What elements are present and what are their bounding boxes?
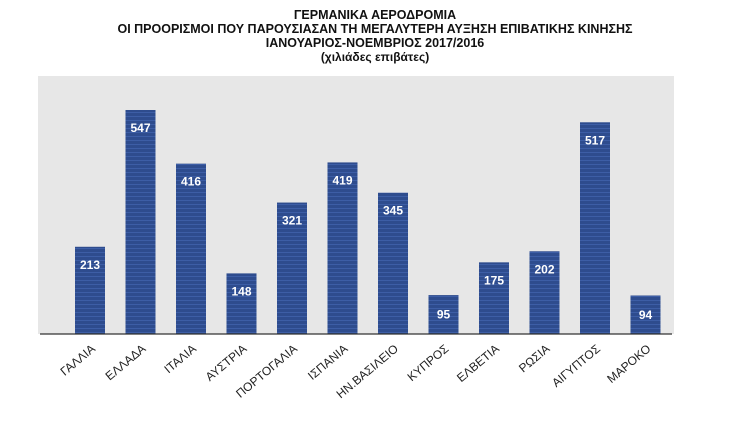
category-label: ΑΙΓΥΠΤΟΣ [549, 342, 603, 390]
category-label: ΑΥΣΤΡΙΑ [203, 342, 250, 384]
category-label: ΙΣΠΑΝΙΑ [305, 342, 350, 383]
bar-4 [226, 273, 257, 334]
bar-value-label: 416 [181, 175, 201, 189]
category-label: ΜΑΡΟΚΟ [604, 342, 653, 386]
chart-title-line-2: ΟΙ ΠΡΟΟΡΙΣΜΟΙ ΠΟΥ ΠΑΡΟΥΣΙΑΣΑΝ ΤΗ ΜΕΓΑΛΥΤ… [117, 22, 633, 36]
bar-value-label: 148 [231, 284, 251, 298]
bar-1 [75, 246, 105, 334]
bars-layer [75, 110, 661, 335]
chart-title-line-1: ΓΕΡΜΑΝΙΚΑ ΑΕΡΟΔΡΟΜΙΑ [293, 8, 457, 22]
bar-value-label: 321 [282, 214, 302, 228]
bar-12 [630, 295, 661, 334]
category-label: ΓΑΛΛΙΑ [58, 342, 98, 379]
bar-8 [428, 295, 459, 334]
category-label: ΕΛΒΕΤΙΑ [454, 342, 502, 385]
bar-value-label: 94 [639, 308, 653, 322]
bar-value-label: 517 [585, 133, 605, 147]
bar-11 [580, 122, 610, 335]
bar-6 [327, 162, 358, 334]
bar-10 [529, 251, 560, 334]
chart-title-line-3: ΙΑΝΟΥΑΡΙΟΣ-ΝΟΕΜΒΡΙΟΣ 2017/2016 [265, 36, 485, 50]
category-label: ΕΛΛΑΔΑ [103, 342, 149, 384]
category-label: ΚΥΠΡΟΣ [405, 342, 452, 385]
bar-9 [479, 262, 509, 334]
bar-value-label: 419 [332, 173, 352, 187]
bar-3 [176, 163, 206, 334]
chart-title-block: ΓΕΡΜΑΝΙΚΑ ΑΕΡΟΔΡΟΜΙΑ ΟΙ ΠΡΟΟΡΙΣΜΟΙ ΠΟΥ Π… [0, 8, 750, 64]
category-label: ΡΩΣΙΑ [516, 342, 552, 376]
bar-value-label: 213 [80, 258, 100, 272]
bar-value-label: 345 [383, 204, 403, 218]
bar-7 [378, 192, 408, 334]
bar-value-label: 95 [437, 308, 451, 322]
category-label: ΙΤΑΛΙΑ [161, 342, 198, 377]
chart-subtitle: (χιλιάδες επιβάτες) [320, 50, 430, 64]
bar-value-label: 547 [130, 121, 150, 135]
bar-value-label: 175 [484, 273, 504, 287]
bar-value-label: 202 [534, 262, 554, 276]
bar-5 [277, 202, 307, 334]
bar-2 [125, 110, 156, 334]
